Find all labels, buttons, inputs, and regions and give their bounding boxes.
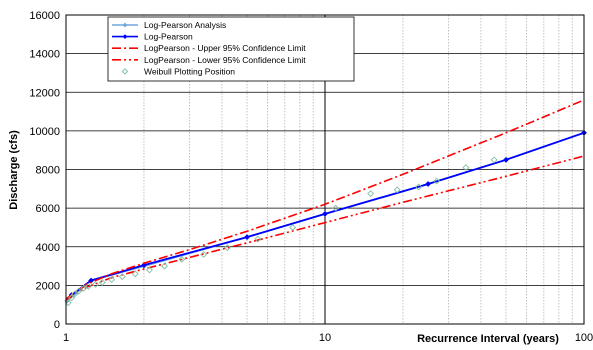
series-point xyxy=(425,181,432,187)
weibull-point xyxy=(108,276,116,284)
weibull-point xyxy=(161,262,168,270)
weibull-point xyxy=(415,183,423,191)
weibull-point xyxy=(289,224,297,231)
y-tick-label: 6000 xyxy=(36,203,60,215)
y-tick-label: 14000 xyxy=(29,49,60,61)
y-tick-label: 8000 xyxy=(36,165,60,177)
weibull-point xyxy=(131,270,139,278)
series-3 xyxy=(65,99,585,300)
plot-frame xyxy=(65,14,585,325)
series-2 xyxy=(68,129,587,298)
weibull-point xyxy=(393,186,401,194)
y-axis-title: Discharge (cfs) xyxy=(8,130,20,210)
weibull-point xyxy=(80,284,88,292)
y-tick-label: 12000 xyxy=(29,87,60,99)
weibull-point xyxy=(118,273,126,281)
y-tick-label: 0 xyxy=(54,319,60,331)
y-tick-label: 16000 xyxy=(29,10,60,22)
legend-marker xyxy=(122,22,128,28)
legend-label: Log-Pearson Analysis xyxy=(144,20,226,30)
series-point xyxy=(322,210,328,217)
series-4 xyxy=(65,155,585,301)
weibull-point xyxy=(462,164,470,172)
legend-swatch xyxy=(121,68,129,75)
series-point xyxy=(503,156,509,163)
y-tick-label: 10000 xyxy=(29,126,60,138)
weibull-point xyxy=(71,290,79,298)
plot-border xyxy=(65,14,585,325)
legend-marker xyxy=(122,34,128,39)
weibull-point xyxy=(75,287,83,295)
legend-entry: Log-Pearson xyxy=(112,32,193,42)
legend-entry: LogPearson - Upper 95% Confidence Limit xyxy=(112,43,306,53)
weibull-point xyxy=(332,204,340,212)
legend-box xyxy=(107,16,355,82)
x-tick-label: 100 xyxy=(575,332,593,344)
series-line xyxy=(65,99,585,300)
data-series xyxy=(64,99,587,307)
legend-entry: Log-Pearson Analysis xyxy=(112,20,226,30)
legend: Log-Pearson AnalysisLog-PearsonLogPearso… xyxy=(107,16,355,82)
series-5 xyxy=(64,156,498,307)
weibull-point xyxy=(178,255,186,263)
weibull-point xyxy=(68,294,75,302)
weibull-point xyxy=(433,177,441,185)
x-tick-label: 1 xyxy=(63,332,69,344)
tick-labels: 0 2000 4000 6000 8000 10000 12000 14000 16000 1 10… xyxy=(29,10,593,344)
legend-label: Weibull Plotting Position xyxy=(144,66,235,76)
legend-entry: Weibull Plotting Position xyxy=(121,66,235,76)
weibull-point xyxy=(84,282,92,290)
weibull-point xyxy=(223,244,231,252)
x-tick-label: 10 xyxy=(319,332,331,344)
weibull-point xyxy=(92,280,99,288)
y-tick-label: 4000 xyxy=(36,242,60,254)
weibull-point xyxy=(490,156,498,164)
series-1 xyxy=(64,129,587,304)
weibull-point xyxy=(254,235,262,243)
legend-label: LogPearson - Upper 95% Confidence Limit xyxy=(144,43,306,53)
legend-label: Log-Pearson xyxy=(144,32,193,42)
legend-entry: LogPearson - Lower 95% Confidence Limit xyxy=(112,55,306,65)
x-axis-title: Recurrence Interval (years) xyxy=(417,333,559,345)
series-point xyxy=(141,262,147,269)
weibull-point xyxy=(367,190,375,198)
y-tick-label: 2000 xyxy=(36,280,60,292)
series-line xyxy=(65,155,585,301)
weibull-point xyxy=(200,251,208,258)
weibull-point xyxy=(98,279,106,286)
legend-label: LogPearson - Lower 95% Confidence Limit xyxy=(144,55,306,65)
weibull-point xyxy=(146,266,153,274)
series-point xyxy=(244,234,250,241)
